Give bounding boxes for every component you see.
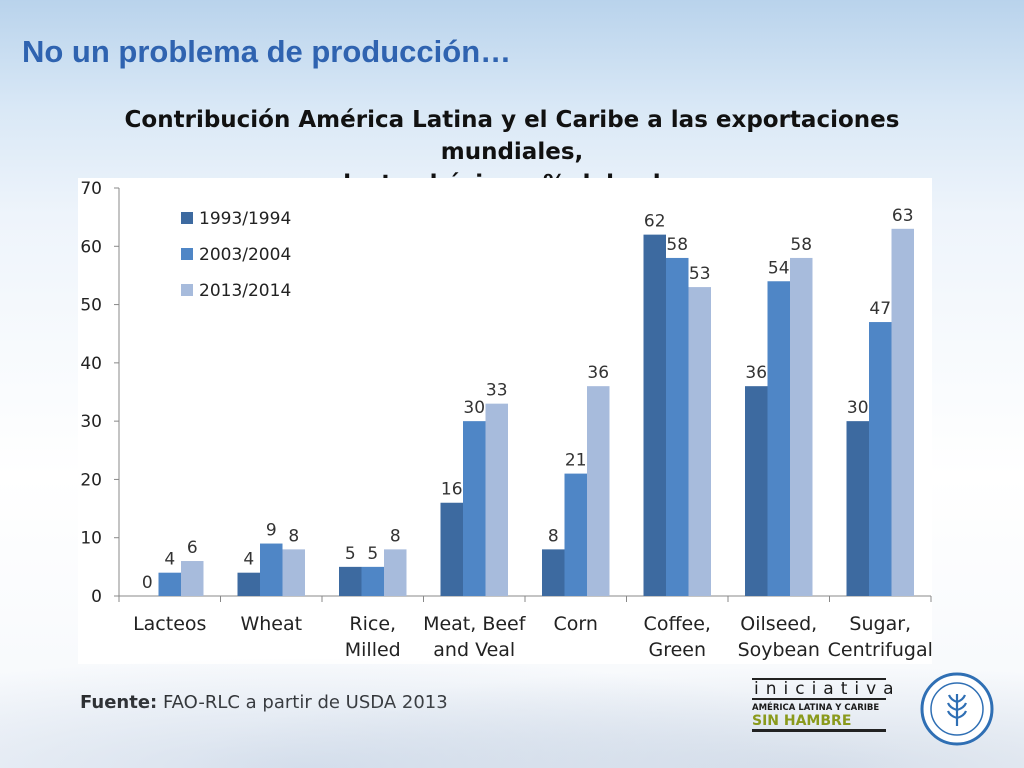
iniciativa-logo: iniciativa AMÉRICA LATINA Y CARIBE SIN H… — [752, 678, 901, 740]
data-label: 47 — [869, 299, 891, 319]
bar — [181, 561, 204, 596]
data-label: 6 — [187, 538, 198, 558]
fao-logo — [920, 672, 994, 746]
data-label: 58 — [666, 235, 688, 255]
x-tick-label: Rice, — [349, 613, 396, 635]
data-label: 30 — [847, 398, 869, 418]
y-tick-label: 50 — [80, 296, 102, 316]
x-tick-label: Green — [648, 639, 706, 661]
bar — [790, 257, 813, 596]
source-note: Fuente: FAO-RLC a partir de USDA 2013 — [80, 692, 448, 713]
bar — [485, 403, 508, 596]
bar — [666, 257, 689, 596]
bar — [542, 549, 565, 596]
bar — [869, 322, 892, 596]
data-label: 16 — [441, 480, 463, 500]
data-label: 30 — [463, 398, 485, 418]
bar — [440, 502, 463, 596]
legend-label: 2013/2014 — [199, 281, 291, 301]
data-label: 33 — [486, 381, 508, 401]
source-text: FAO-RLC a partir de USDA 2013 — [162, 692, 448, 713]
data-label: 4 — [164, 550, 175, 570]
bar — [564, 473, 587, 596]
data-label: 5 — [367, 544, 378, 564]
iniciativa-word: iniciativa — [752, 678, 901, 700]
y-tick-label: 40 — [80, 354, 102, 374]
x-tick-label: Corn — [554, 613, 598, 635]
data-label: 21 — [565, 451, 587, 471]
chart-title-line-1: Contribución América Latina y el Caribe … — [124, 107, 900, 165]
legend-swatch — [181, 212, 193, 224]
data-label: 9 — [266, 521, 277, 541]
bar — [463, 421, 486, 596]
bar — [282, 549, 305, 596]
data-label: 5 — [345, 544, 356, 564]
bar — [158, 572, 181, 596]
iniciativa-sin-hambre: SIN HAMBRE — [752, 713, 886, 732]
bar — [587, 386, 610, 596]
data-label: 62 — [644, 212, 666, 232]
x-tick-label: Oilseed, — [740, 613, 817, 635]
legend-swatch — [181, 284, 193, 296]
bar — [237, 572, 260, 596]
data-label: 8 — [548, 526, 559, 546]
bar — [260, 543, 283, 596]
data-label: 4 — [243, 550, 254, 570]
bar — [643, 234, 666, 596]
iniciativa-region: AMÉRICA LATINA Y CARIBE — [752, 703, 880, 713]
bar — [688, 287, 711, 596]
y-tick-label: 60 — [80, 237, 102, 257]
data-label: 54 — [768, 258, 790, 278]
x-tick-label: Meat, Beef — [423, 613, 527, 635]
legend-swatch — [181, 248, 193, 260]
bar — [361, 566, 384, 596]
legend-label: 2003/2004 — [199, 245, 291, 265]
bar — [767, 281, 790, 596]
bar — [339, 566, 362, 596]
x-tick-label: Soybean — [738, 639, 820, 661]
x-tick-label: Coffee, — [644, 613, 711, 635]
bar — [384, 549, 407, 596]
data-label: 8 — [288, 526, 299, 546]
x-tick-label: Lacteos — [133, 613, 206, 635]
data-label: 58 — [790, 235, 812, 255]
bar — [846, 421, 869, 596]
x-tick-label: and Veal — [433, 639, 515, 661]
x-tick-label: Sugar, — [849, 613, 911, 635]
data-label: 8 — [390, 526, 401, 546]
data-label: 63 — [892, 206, 914, 226]
bar — [745, 386, 768, 596]
y-tick-label: 30 — [80, 412, 102, 432]
y-tick-label: 20 — [80, 470, 102, 490]
y-tick-label: 70 — [80, 179, 102, 199]
x-tick-label: Milled — [345, 639, 401, 661]
x-tick-label: Centrifugal — [828, 639, 933, 661]
data-label: 53 — [689, 264, 711, 284]
x-tick-label: Wheat — [240, 613, 302, 635]
y-tick-label: 10 — [80, 529, 102, 549]
data-label: 36 — [745, 363, 767, 383]
source-label: Fuente: — [80, 692, 158, 713]
data-label: 36 — [587, 363, 609, 383]
data-label: 0 — [142, 573, 153, 593]
legend-label: 1993/1994 — [199, 209, 291, 229]
bar — [891, 228, 914, 597]
slide-title: No un problema de producción… — [22, 34, 512, 69]
y-tick-label: 0 — [91, 587, 102, 607]
